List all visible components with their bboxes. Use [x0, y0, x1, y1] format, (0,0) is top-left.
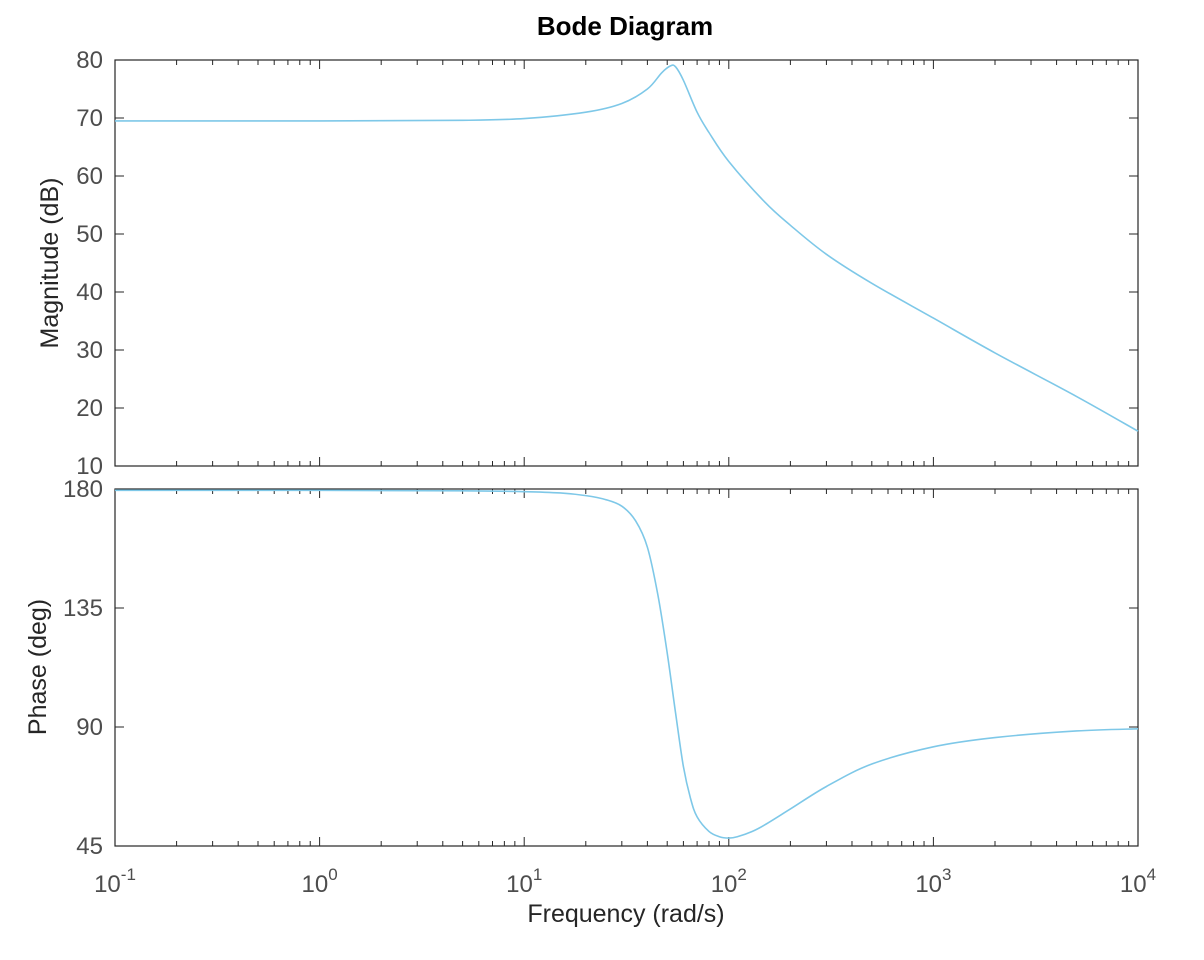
phase-y-tick-labels: 45 90 135 180: [63, 476, 103, 860]
x-axis-label: Frequency (rad/s): [527, 900, 724, 928]
figure-title: Bode Diagram: [537, 11, 713, 41]
x-tick-label: 102: [711, 865, 747, 898]
x-tick-label: 101: [506, 865, 542, 898]
magnitude-axes-frame: [114, 59, 1139, 467]
magnitude-y-axis-label: Magnitude (dB): [36, 178, 64, 349]
magnitude-y-tick-label: 10: [76, 453, 103, 480]
phase-y-tick-label: 90: [76, 714, 103, 741]
magnitude-y-tick-label: 30: [76, 337, 103, 364]
phase-axes-frame: [114, 488, 1139, 847]
phase-curve: [114, 489, 1139, 839]
x-tick-label: 10-1: [94, 865, 136, 898]
phase-y-tick-label: 180: [63, 476, 103, 503]
phase-panel: 45 90 135 180 Phase (deg): [24, 476, 1139, 860]
x-tick-label: 103: [915, 865, 951, 898]
x-tick-label: 100: [302, 865, 338, 898]
magnitude-y-tick-label: 20: [76, 395, 103, 422]
x-tick-label: 104: [1120, 865, 1156, 898]
magnitude-y-tick-labels: 10 20 30 40 50 60 70 80: [76, 47, 103, 480]
phase-y-tick-label: 135: [63, 595, 103, 622]
phase-y-tick-label: 45: [76, 833, 103, 860]
magnitude-tick-marks: [114, 59, 1139, 467]
phase-tick-marks: [114, 488, 1139, 847]
magnitude-y-tick-label: 50: [76, 221, 103, 248]
magnitude-y-tick-label: 80: [76, 47, 103, 74]
magnitude-y-tick-label: 60: [76, 163, 103, 190]
magnitude-y-tick-label: 70: [76, 105, 103, 132]
phase-y-axis-label: Phase (deg): [24, 599, 52, 735]
magnitude-panel: 10 20 30 40 50 60 70 80 Magnitude (dB): [36, 47, 1139, 480]
magnitude-curve: [114, 64, 1139, 432]
x-tick-labels: 10-1 100 101 102 103 104: [94, 865, 1156, 898]
magnitude-y-tick-label: 40: [76, 279, 103, 306]
